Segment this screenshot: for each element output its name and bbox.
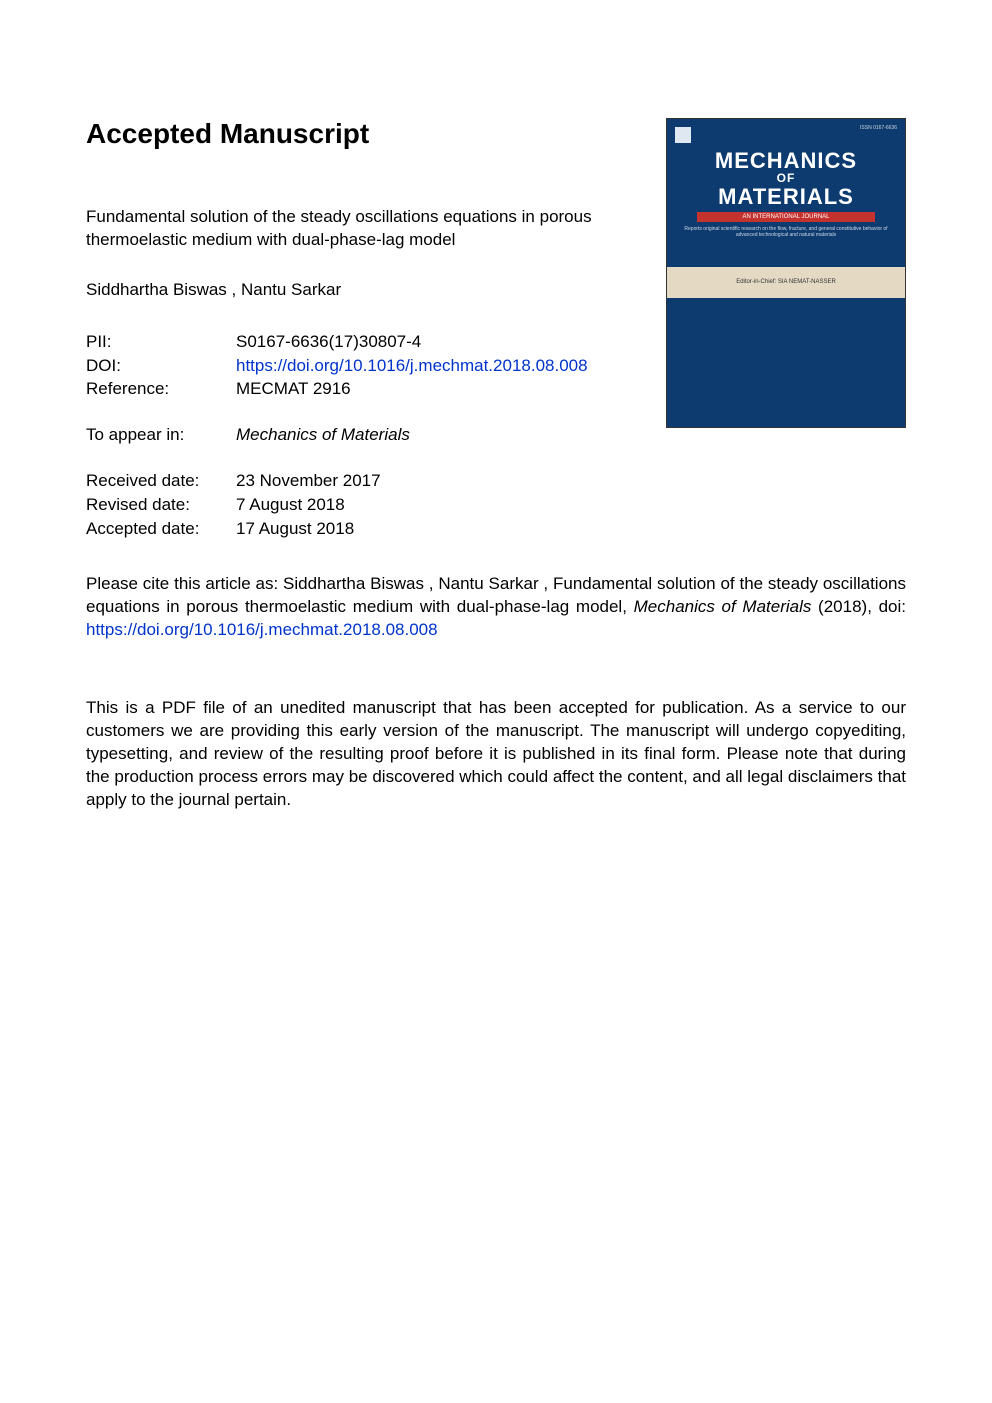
pii-label: PII: xyxy=(86,330,236,354)
appear-row: To appear in: Mechanics of Materials xyxy=(86,425,626,445)
meta-row-doi: DOI: https://doi.org/10.1016/j.mechmat.2… xyxy=(86,354,626,378)
meta-table: PII: S0167-6636(17)30807-4 DOI: https://… xyxy=(86,330,626,401)
article-title: Fundamental solution of the steady oscil… xyxy=(86,206,626,252)
citation-doi-link[interactable]: https://doi.org/10.1016/j.mechmat.2018.0… xyxy=(86,620,438,639)
dates-row-received: Received date: 23 November 2017 xyxy=(86,469,626,493)
appear-label: To appear in: xyxy=(86,425,236,445)
cover-top-panel: ISSN 0167-6636 MECHANICS OF MATERIALS AN… xyxy=(667,119,905,267)
doi-label: DOI: xyxy=(86,354,236,378)
accepted-value: 17 August 2018 xyxy=(236,517,354,541)
reference-value: MECMAT 2916 xyxy=(236,377,351,401)
doi-link[interactable]: https://doi.org/10.1016/j.mechmat.2018.0… xyxy=(236,356,588,375)
cover-editor-band: Editor-in-Chief: SIA NEMAT-NASSER xyxy=(667,267,905,298)
citation-journal: Mechanics of Materials xyxy=(634,597,812,616)
received-value: 23 November 2017 xyxy=(236,469,381,493)
reference-label: Reference: xyxy=(86,377,236,401)
elsevier-logo-icon xyxy=(675,127,691,143)
article-authors: Siddhartha Biswas , Nantu Sarkar xyxy=(86,280,626,300)
cover-description: Reports original scientific research on … xyxy=(675,226,897,238)
cover-issn: ISSN 0167-6636 xyxy=(860,125,897,131)
cover-title-line1: MECHANICS xyxy=(675,149,897,172)
appear-journal: Mechanics of Materials xyxy=(236,425,410,445)
doi-value: https://doi.org/10.1016/j.mechmat.2018.0… xyxy=(236,354,588,378)
cover-title-line2: OF xyxy=(675,172,897,185)
dates-row-revised: Revised date: 7 August 2018 xyxy=(86,493,626,517)
meta-row-reference: Reference: MECMAT 2916 xyxy=(86,377,626,401)
received-label: Received date: xyxy=(86,469,236,493)
citation-middle: (2018), doi: xyxy=(811,597,906,616)
cover-subtitle: AN INTERNATIONAL JOURNAL xyxy=(697,212,875,222)
revised-label: Revised date: xyxy=(86,493,236,517)
cover-title-line3: MATERIALS xyxy=(675,185,897,208)
disclaimer-text: This is a PDF file of an unedited manusc… xyxy=(86,697,906,812)
accepted-label: Accepted date: xyxy=(86,517,236,541)
citation-block: Please cite this article as: Siddhartha … xyxy=(86,573,906,642)
meta-row-pii: PII: S0167-6636(17)30807-4 xyxy=(86,330,626,354)
journal-cover-thumbnail: ISSN 0167-6636 MECHANICS OF MATERIALS AN… xyxy=(666,118,906,428)
cover-masthead: MECHANICS OF MATERIALS xyxy=(675,149,897,208)
dates-table: Received date: 23 November 2017 Revised … xyxy=(86,469,626,540)
revised-value: 7 August 2018 xyxy=(236,493,345,517)
cover-bottom-panel xyxy=(667,298,905,427)
dates-row-accepted: Accepted date: 17 August 2018 xyxy=(86,517,626,541)
pii-value: S0167-6636(17)30807-4 xyxy=(236,330,421,354)
